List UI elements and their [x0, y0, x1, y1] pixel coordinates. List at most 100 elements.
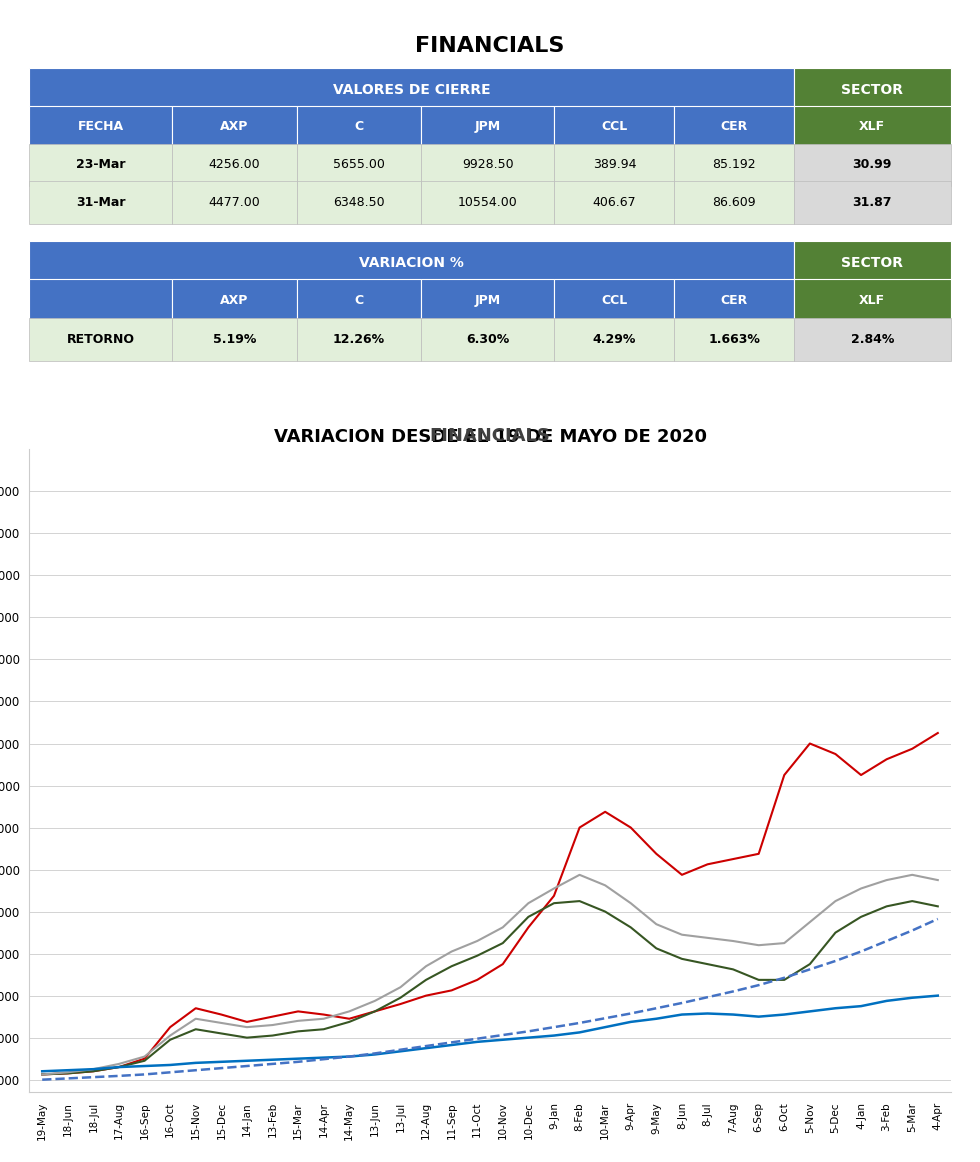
JPM: [292, 1014, 304, 1028]
CER: [573, 1016, 585, 1030]
CCL: [497, 1033, 509, 1047]
Text: FINANCIALS: FINANCIALS: [416, 36, 564, 56]
CCL: [292, 1052, 304, 1066]
CCL: [676, 1007, 688, 1021]
Line: CCL: CCL: [42, 996, 938, 1071]
Text: 85.192: 85.192: [712, 158, 756, 172]
JPM: [139, 1049, 151, 1063]
CCL: [395, 1045, 407, 1059]
JPM: [676, 927, 688, 941]
Bar: [794, 279, 951, 322]
AXP: [651, 847, 662, 861]
Text: 4256.00: 4256.00: [209, 158, 260, 172]
C: [856, 910, 867, 924]
CCL: [62, 1063, 74, 1077]
CCL: [881, 994, 893, 1007]
CCL: [446, 1038, 458, 1052]
C: [165, 1033, 176, 1047]
CER: [395, 1042, 407, 1056]
C: [36, 1068, 48, 1082]
CCL: [369, 1047, 381, 1061]
JPM: [318, 1012, 329, 1026]
CCL: [651, 1012, 662, 1026]
AXP: [267, 1010, 278, 1024]
Text: 406.67: 406.67: [593, 196, 636, 209]
CER: [753, 978, 764, 992]
CCL: [804, 1004, 815, 1018]
CER: [906, 924, 918, 938]
Line: CER: CER: [42, 919, 938, 1079]
Bar: [29, 242, 794, 285]
CCL: [573, 1025, 585, 1039]
JPM: [369, 994, 381, 1007]
Bar: [172, 279, 297, 322]
Bar: [297, 181, 421, 224]
C: [190, 1023, 202, 1037]
Text: 6348.50: 6348.50: [333, 196, 384, 209]
JPM: [446, 945, 458, 959]
CCL: [216, 1055, 227, 1069]
CCL: [906, 991, 918, 1005]
C: [62, 1067, 74, 1081]
CER: [62, 1071, 74, 1085]
JPM: [906, 868, 918, 882]
JPM: [113, 1057, 124, 1071]
Bar: [29, 69, 794, 112]
CCL: [267, 1053, 278, 1067]
JPM: [497, 920, 509, 934]
Text: 1.663%: 1.663%: [709, 332, 760, 345]
AXP: [87, 1064, 99, 1078]
AXP: [420, 989, 432, 1003]
C: [395, 991, 407, 1005]
Bar: [555, 106, 674, 149]
Bar: [674, 279, 794, 322]
C: [420, 973, 432, 987]
CER: [548, 1020, 560, 1034]
CCL: [753, 1010, 764, 1024]
CCL: [522, 1031, 534, 1045]
AXP: [778, 768, 790, 782]
JPM: [625, 896, 637, 910]
AXP: [573, 820, 585, 834]
JPM: [420, 960, 432, 974]
Text: VARIACION DESDE EL 19 DE MAYO DE 2020: VARIACION DESDE EL 19 DE MAYO DE 2020: [273, 428, 707, 446]
CER: [318, 1053, 329, 1067]
CCL: [241, 1054, 253, 1068]
Text: AXP: AXP: [220, 121, 249, 134]
Bar: [29, 317, 172, 360]
CER: [267, 1057, 278, 1071]
JPM: [753, 938, 764, 952]
CER: [727, 984, 739, 998]
Text: JPM: JPM: [474, 121, 501, 134]
AXP: [190, 1002, 202, 1016]
Text: 10554.00: 10554.00: [458, 196, 517, 209]
Text: 31.87: 31.87: [853, 196, 892, 209]
CER: [804, 962, 815, 976]
AXP: [881, 752, 893, 766]
Text: 86.609: 86.609: [712, 196, 756, 209]
CER: [87, 1070, 99, 1084]
C: [369, 1004, 381, 1018]
CCL: [36, 1064, 48, 1078]
C: [804, 957, 815, 971]
Bar: [794, 106, 951, 149]
Text: SECTOR: SECTOR: [841, 256, 904, 270]
AXP: [369, 1004, 381, 1018]
C: [727, 962, 739, 976]
JPM: [62, 1066, 74, 1079]
AXP: [702, 858, 713, 872]
Bar: [172, 181, 297, 224]
Bar: [29, 279, 172, 322]
CER: [676, 996, 688, 1010]
Bar: [555, 181, 674, 224]
C: [753, 973, 764, 987]
AXP: [446, 983, 458, 997]
C: [625, 920, 637, 934]
C: [241, 1031, 253, 1045]
Text: 31-Mar: 31-Mar: [76, 196, 125, 209]
Line: JPM: JPM: [42, 875, 938, 1075]
Text: JPM: JPM: [474, 294, 501, 307]
CCL: [727, 1007, 739, 1021]
CCL: [165, 1057, 176, 1071]
Text: CER: CER: [720, 294, 748, 307]
